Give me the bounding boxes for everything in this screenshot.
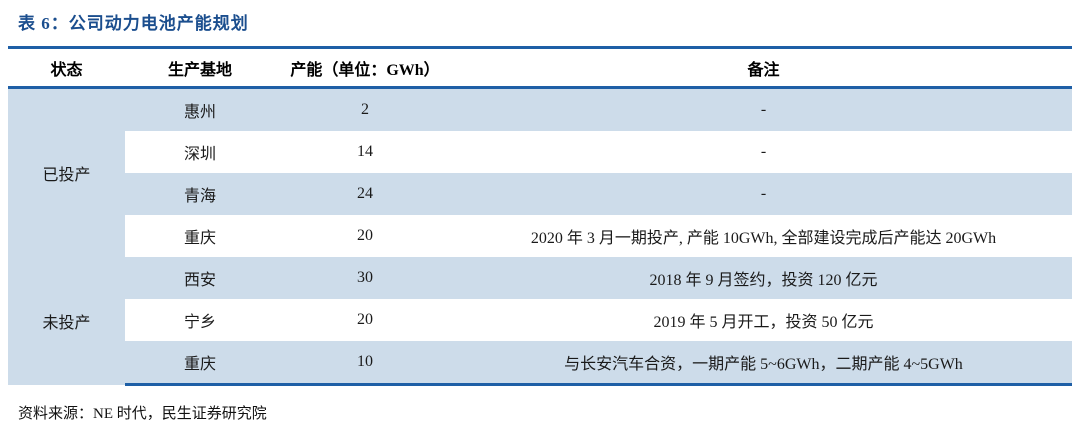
capacity-cell: 10 xyxy=(275,341,455,386)
capacity-cell: 14 xyxy=(275,131,455,173)
note-cell: 2018 年 9 月签约，投资 120 亿元 xyxy=(455,257,1072,299)
table-row: 宁乡 20 2019 年 5 月开工，投资 50 亿元 xyxy=(8,299,1072,341)
status-group-produced: 已投产 xyxy=(8,87,125,257)
table-row: 青海 24 - xyxy=(8,173,1072,215)
capacity-cell: 24 xyxy=(275,173,455,215)
base-cell: 重庆 xyxy=(125,215,275,257)
capacity-cell: 20 xyxy=(275,299,455,341)
col-header-note: 备注 xyxy=(455,46,1072,89)
status-group-unproduced: 未投产 xyxy=(8,257,125,385)
capacity-cell: 20 xyxy=(275,215,455,257)
capacity-cell: 2 xyxy=(275,87,455,131)
note-cell: 2019 年 5 月开工，投资 50 亿元 xyxy=(455,299,1072,341)
source-note: 资料来源：NE 时代，民生证券研究院 xyxy=(18,406,267,422)
col-header-base: 生产基地 xyxy=(125,46,275,89)
base-cell: 宁乡 xyxy=(125,299,275,341)
col-header-status: 状态 xyxy=(8,46,125,89)
base-cell: 深圳 xyxy=(125,131,275,173)
table-row: 重庆 20 2020 年 3 月一期投产, 产能 10GWh, 全部建设完成后产… xyxy=(8,215,1072,257)
table-row: 未投产 西安 30 2018 年 9 月签约，投资 120 亿元 xyxy=(8,257,1072,385)
note-cell: 与长安汽车合资，一期产能 5~6GWh，二期产能 4~5GWh xyxy=(455,341,1072,386)
note-cell: - xyxy=(455,131,1072,173)
header-row: 状态 生产基地 产能（单位：GWh） 备注 xyxy=(8,46,1072,89)
note-cell: 2020 年 3 月一期投产, 产能 10GWh, 全部建设完成后产能达 20G… xyxy=(455,215,1072,257)
base-cell: 青海 xyxy=(125,173,275,215)
table-row: 重庆 10 与长安汽车合资，一期产能 5~6GWh，二期产能 4~5GWh xyxy=(8,341,1072,386)
table-title: 表 6：公司动力电池产能规划 xyxy=(18,14,249,33)
base-cell: 重庆 xyxy=(125,341,275,386)
capacity-cell: 30 xyxy=(275,257,455,299)
note-cell: - xyxy=(455,173,1072,215)
table-row: 深圳 14 - xyxy=(8,131,1072,173)
note-cell: - xyxy=(455,87,1072,131)
table-row: 已投产 惠州 2 - xyxy=(8,87,1072,257)
capacity-table: 状态 生产基地 产能（单位：GWh） 备注 已投产 惠州 2 - 深圳 14 -… xyxy=(8,46,1072,386)
base-cell: 西安 xyxy=(125,257,275,299)
base-cell: 惠州 xyxy=(125,87,275,131)
col-header-capacity: 产能（单位：GWh） xyxy=(275,46,455,89)
